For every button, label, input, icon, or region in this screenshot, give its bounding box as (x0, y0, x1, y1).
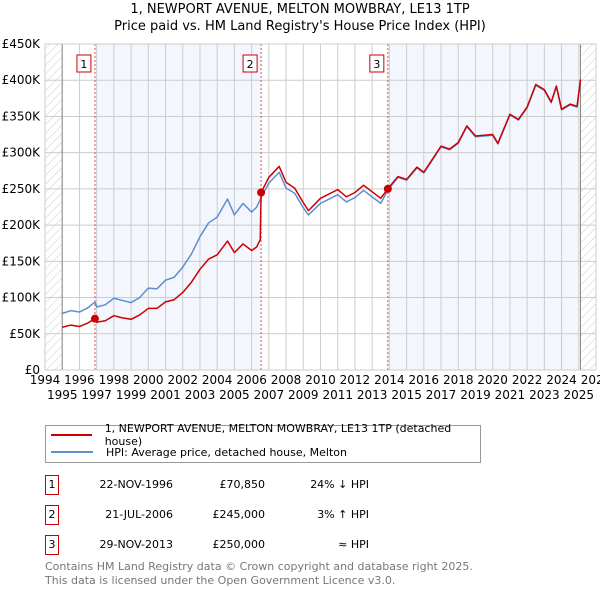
legend-label: HPI: Average price, detached house, Melt… (106, 445, 347, 459)
x-tick-label: 2006 (236, 373, 267, 387)
sale-marker-label: 2 (247, 58, 254, 71)
sale-date: 22-NOV-1996 (99, 478, 173, 491)
x-tick-label: 2003 (185, 388, 216, 402)
legend: 1, NEWPORT AVENUE, MELTON MOWBRAY, LE13 … (45, 422, 481, 463)
x-tick-label: 2016 (409, 373, 440, 387)
legend-item-property: 1, NEWPORT AVENUE, MELTON MOWBRAY, LE13 … (46, 422, 480, 448)
hatched-band (580, 44, 596, 370)
x-tick-label: 2012 (340, 373, 371, 387)
x-tick-label: 2015 (391, 388, 422, 402)
price-chart: 1994199519961997199819992000200120022003… (2, 37, 600, 402)
x-tick-label: 2014 (374, 373, 405, 387)
x-tick-label: 2020 (477, 373, 508, 387)
x-tick-label: 2018 (443, 373, 474, 387)
sale-hpi-compare: 24% ↓ HPI (310, 478, 369, 491)
x-tick-label: 2009 (288, 388, 319, 402)
sale-hpi-compare: ≈ HPI (338, 538, 369, 551)
x-tick-label: 2025 (564, 388, 595, 402)
transaction-row: 1 22-NOV-1996 £70,850 24% ↓ HPI (45, 475, 445, 495)
sale-badge: 2 (45, 505, 59, 525)
sale-price: £245,000 (212, 508, 266, 521)
y-tick-label: £300K (2, 146, 42, 160)
shaded-band (387, 44, 581, 370)
x-tick-label: 2001 (150, 388, 181, 402)
sale-marker-box (369, 54, 385, 73)
x-tick-label: 2021 (495, 388, 526, 402)
legend-label: 1, NEWPORT AVENUE, MELTON MOWBRAY, LE13 … (104, 422, 452, 448)
y-tick-label: £50K (9, 327, 41, 341)
chart-subtitle: Price paid vs. HM Land Registry's House … (114, 19, 486, 34)
x-tick-label: 1996 (64, 373, 95, 387)
sale-marker-label: 3 (373, 58, 380, 71)
sale-point (257, 188, 266, 197)
sale-marker-box (76, 54, 92, 73)
x-tick-label: 2010 (305, 373, 336, 387)
sale-badge: 3 (45, 535, 59, 555)
x-tick-label: 2002 (167, 373, 198, 387)
x-tick-label: 2026 (581, 373, 600, 387)
y-tick-label: £0 (25, 363, 40, 377)
y-tick-label: £100K (2, 291, 42, 305)
sale-badge: 1 (45, 475, 59, 495)
chart-title: 1, NEWPORT AVENUE, MELTON MOWBRAY, LE13 … (130, 2, 470, 17)
transaction-row: 2 21-JUL-2006 £245,000 3% ↑ HPI (45, 505, 445, 525)
x-tick-label: 2017 (426, 388, 457, 402)
sale-hpi-compare: 3% ↑ HPI (317, 508, 369, 521)
sale-marker-label: 1 (80, 58, 87, 71)
plot-frame (44, 43, 597, 371)
sale-date: 29-NOV-2013 (99, 538, 173, 551)
y-tick-label: £150K (2, 254, 42, 268)
x-tick-label: 2007 (254, 388, 285, 402)
sale-date: 21-JUL-2006 (105, 508, 173, 521)
y-tick-label: £400K (2, 73, 42, 87)
sale-point (383, 184, 392, 193)
x-tick-label: 2005 (219, 388, 250, 402)
x-tick-label: 1998 (99, 373, 130, 387)
x-tick-label: 1994 (30, 373, 61, 387)
copyright-text: Contains HM Land Registry data © Crown c… (45, 560, 473, 573)
hatched-band (45, 44, 63, 370)
x-tick-label: 1999 (116, 388, 147, 402)
y-tick-label: £200K (2, 218, 42, 232)
sale-marker-box (242, 54, 258, 73)
x-tick-label: 2004 (202, 373, 233, 387)
y-tick-label: £350K (2, 109, 42, 123)
x-tick-label: 2019 (460, 388, 491, 402)
x-tick-label: 2013 (357, 388, 388, 402)
legend-swatch-blue (51, 451, 93, 453)
sale-price: £70,850 (219, 478, 266, 491)
shaded-band (94, 44, 262, 370)
legend-swatch-red (51, 434, 92, 436)
x-tick-label: 2023 (529, 388, 560, 402)
x-tick-label: 2024 (546, 373, 577, 387)
x-tick-label: 2011 (322, 388, 353, 402)
x-tick-label: 2000 (133, 373, 164, 387)
x-tick-label: 2022 (512, 373, 543, 387)
licence-text: This data is licensed under the Open Gov… (45, 574, 396, 587)
sale-price: £250,000 (212, 538, 266, 551)
legend-item-hpi: HPI: Average price, detached house, Melt… (46, 444, 347, 460)
sale-point (90, 314, 99, 323)
x-tick-label: 1995 (47, 388, 78, 402)
y-tick-label: £450K (2, 37, 42, 51)
y-tick-label: £250K (2, 182, 42, 196)
price-paid-line (62, 79, 582, 328)
x-tick-label: 1997 (81, 388, 112, 402)
x-tick-label: 2008 (271, 373, 302, 387)
transaction-row: 3 29-NOV-2013 £250,000 ≈ HPI (45, 535, 445, 555)
